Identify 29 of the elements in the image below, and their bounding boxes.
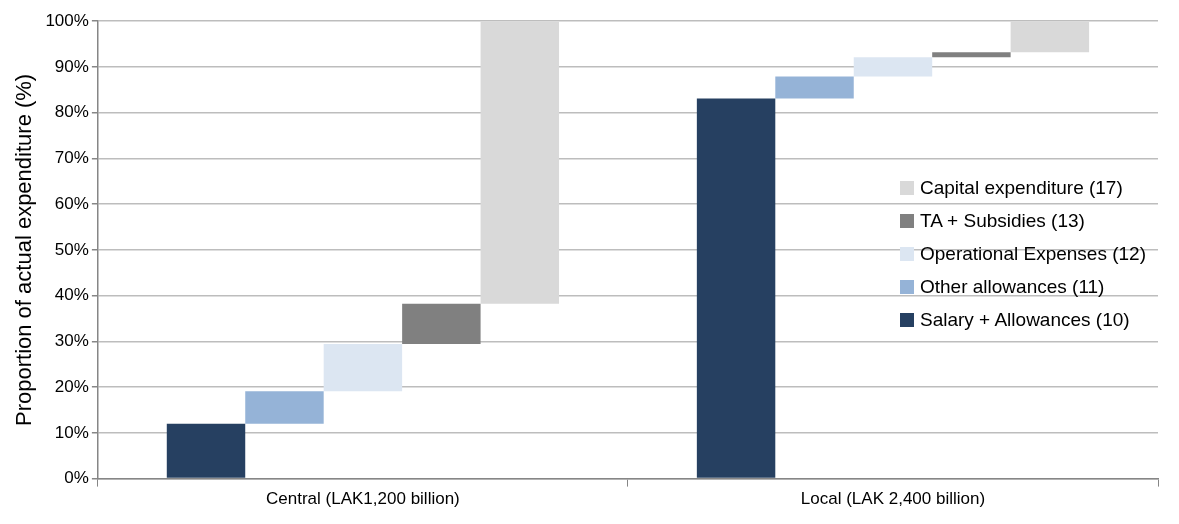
bar — [932, 52, 1011, 58]
x-tick-label: Central (LAK1,200 billion) — [266, 489, 460, 509]
bar — [853, 57, 933, 77]
y-tick-label: 30% — [54, 331, 89, 351]
legend-label: Salary + Allowances (10) — [919, 308, 1130, 331]
y-axis-title: Proportion of actual expenditure (%) — [11, 73, 37, 426]
legend-label: Other allowances (11) — [919, 275, 1105, 298]
legend-label: Capital expenditure (17) — [919, 176, 1123, 199]
legend-label: Operational Expenses (12) — [919, 242, 1146, 265]
x-tick-label: Local (LAK 2,400 billion) — [800, 489, 986, 509]
bar — [1010, 21, 1090, 53]
bar — [696, 98, 776, 478]
y-tick-label: 80% — [54, 102, 89, 122]
y-tick-label: 0% — [64, 468, 89, 488]
y-tick-label: 10% — [54, 422, 89, 442]
bar — [166, 423, 246, 478]
y-tick-label: 90% — [54, 56, 89, 76]
bar — [480, 21, 560, 304]
y-tick-label: 70% — [54, 148, 89, 168]
bar — [775, 76, 854, 99]
bar — [245, 391, 324, 424]
bar — [402, 303, 481, 345]
y-tick-label: 40% — [54, 285, 89, 305]
y-tick-label: 100% — [45, 10, 89, 30]
y-tick-label: 60% — [54, 193, 89, 213]
y-tick-label: 50% — [54, 239, 89, 259]
bar — [323, 344, 403, 392]
y-tick-label: 20% — [54, 376, 89, 396]
legend-label: TA + Subsidies (13) — [919, 209, 1085, 232]
